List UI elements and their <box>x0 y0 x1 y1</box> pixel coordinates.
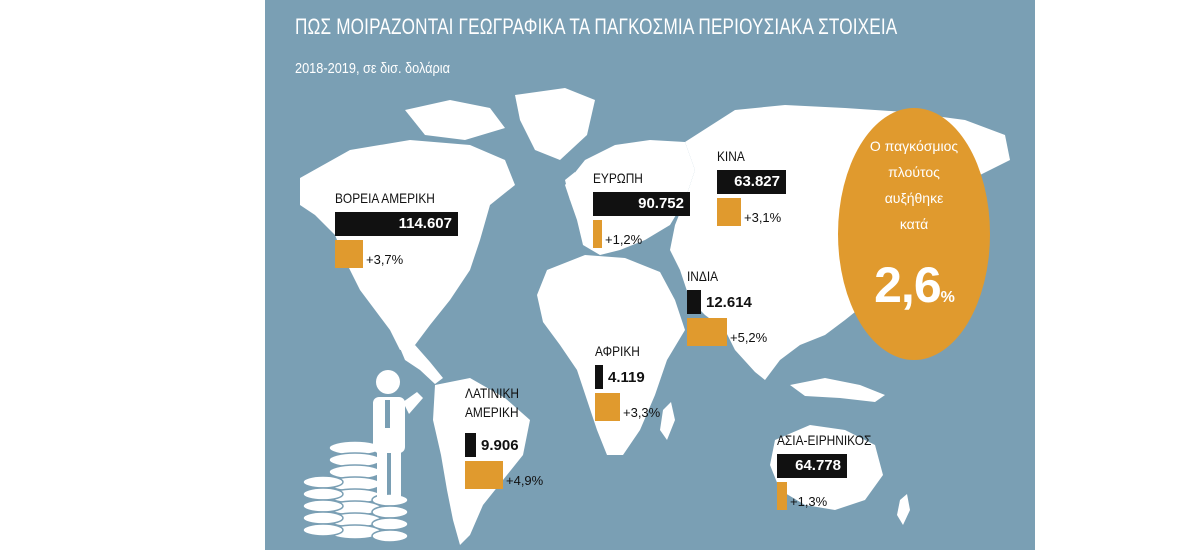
region-label: ΚΙΝΑ <box>717 148 745 164</box>
madagascar-shape <box>660 402 675 440</box>
growth-bar <box>335 240 363 268</box>
growth-bar <box>593 220 602 248</box>
new-zealand-shape <box>897 494 910 525</box>
growth-bar <box>465 461 503 489</box>
badge-value: 2,6% <box>874 257 955 313</box>
growth-label: +1,2% <box>605 232 643 247</box>
arctic-islands-shape <box>405 100 505 140</box>
north-america-shape <box>300 140 515 350</box>
greenland-shape <box>515 88 595 160</box>
value-bar <box>465 433 476 457</box>
global-growth-badge: Ο παγκόσμιος πλούτος αυξήθηκε κατά 2,6% <box>838 108 990 360</box>
badge-unit: % <box>940 289 955 306</box>
value-bar: 90.752 <box>593 192 690 216</box>
region-label: ΑΣΙΑ-ΕΙΡΗΝΙΚΟΣ <box>777 432 872 448</box>
growth-bar <box>717 198 741 226</box>
chart-subtitle: 2018-2019, σε δισ. δολάρια <box>295 60 450 77</box>
badge-line-3: αυξήθηκε <box>884 190 944 206</box>
region-label: ΑΦΡΙΚΗ <box>595 343 640 359</box>
growth-bar <box>777 482 787 510</box>
chart-title: ΠΩΣ ΜΟΙΡΑΖΟΝΤΑΙ ΓΕΩΓΡΑΦΙΚΑ ΤΑ ΠΑΓΚΟΣΜΙΑ … <box>295 14 898 39</box>
badge-line-2: πλούτος <box>888 164 940 180</box>
value-label: 4.119 <box>608 369 645 386</box>
infographic-panel: ΠΩΣ ΜΟΙΡΑΖΟΝΤΑΙ ΓΕΩΓΡΑΦΙΚΑ ΤΑ ΠΑΓΚΟΣΜΙΑ … <box>265 0 1035 550</box>
value-bar: 63.827 <box>717 170 786 194</box>
growth-label: +3,1% <box>744 210 782 225</box>
value-bar <box>595 365 603 389</box>
central-america-shape <box>400 345 443 384</box>
growth-bar <box>595 393 620 421</box>
growth-label: +1,3% <box>790 494 828 509</box>
badge-line-4: κατά <box>899 216 929 232</box>
badge-line-1: Ο παγκόσμιος <box>869 138 959 154</box>
region-label: ΒΟΡΕΙΑ ΑΜΕΡΙΚΗ <box>335 190 435 206</box>
growth-label: +3,3% <box>623 405 661 420</box>
value-bar <box>687 290 701 314</box>
coins-and-person-illustration <box>302 370 423 543</box>
growth-bar <box>687 318 727 346</box>
growth-label: +5,2% <box>730 330 768 345</box>
region-label: ΛΑΤΙΝΙΚΗ ΑΜΕΡΙΚΗ <box>465 385 520 420</box>
indonesia-shape <box>790 378 885 402</box>
value-label: 9.906 <box>481 437 519 454</box>
value-bar: 64.778 <box>777 454 847 478</box>
uk-shape <box>565 172 580 200</box>
value-bar: 114.607 <box>335 212 458 236</box>
region-label: ΕΥΡΩΠΗ <box>593 170 643 186</box>
value-label: 12.614 <box>706 294 752 311</box>
region-label: ΙΝΔΙΑ <box>687 268 719 284</box>
growth-label: +3,7% <box>366 252 404 267</box>
growth-label: +4,9% <box>506 473 544 488</box>
africa-shape <box>537 255 685 455</box>
